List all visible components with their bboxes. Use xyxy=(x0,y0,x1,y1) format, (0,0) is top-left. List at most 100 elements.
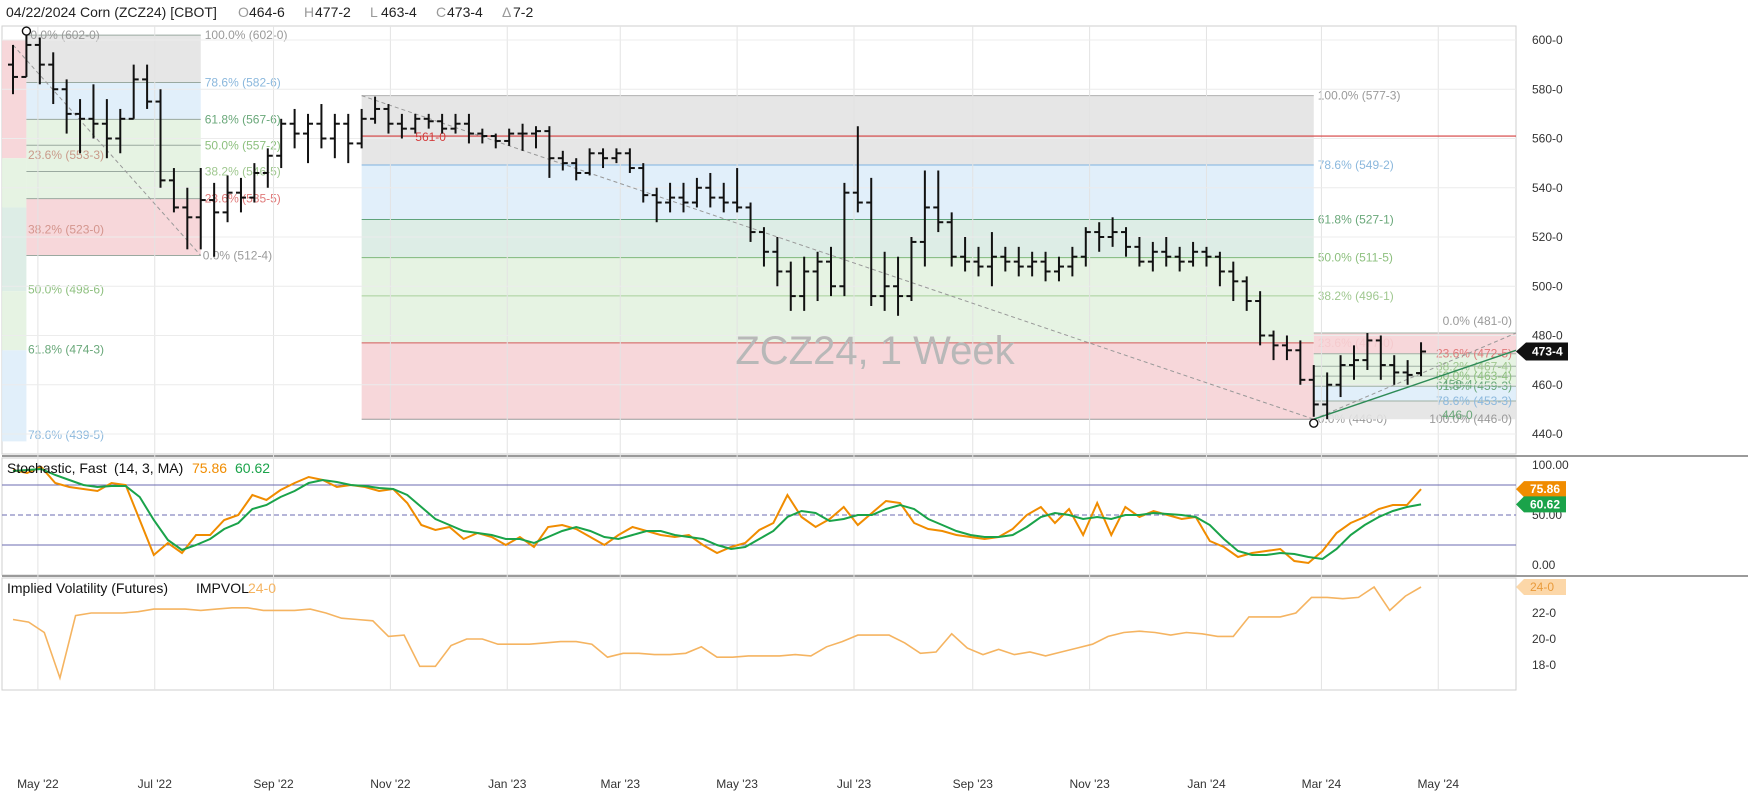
iv-axis-label: 22-0 xyxy=(1532,606,1556,620)
fib-label: 61.8% (474-3) xyxy=(28,342,104,356)
fib-label: 38.2% (467-4) xyxy=(1436,359,1512,373)
header-ohlc-label: O xyxy=(238,4,249,20)
fib-label: 0.0% (481-0) xyxy=(1443,314,1512,328)
header-ohlc-label: C xyxy=(436,4,446,20)
price-axis-label: 560-0 xyxy=(1532,132,1563,146)
x-axis-label: Jul '23 xyxy=(837,777,872,791)
fib-zone xyxy=(2,350,27,442)
price-axis-label: 460-0 xyxy=(1532,378,1563,392)
fib-zone xyxy=(361,257,1314,343)
fib-zone xyxy=(361,219,1314,258)
price-axis-label: 500-0 xyxy=(1532,279,1563,293)
header-ohlc-value: 473-4 xyxy=(447,4,483,20)
chart-watermark: ZCZ24, 1 Week xyxy=(735,329,1015,373)
fib-label: 50.0% (463-4) xyxy=(1436,369,1512,383)
fib-label: 78.6% (439-5) xyxy=(28,428,104,442)
x-axis-label: Nov '22 xyxy=(370,777,411,791)
last-price-label: 473-4 xyxy=(1532,345,1563,359)
x-axis-label: Jan '24 xyxy=(1187,777,1226,791)
fib-label: 38.2% (496-1) xyxy=(1318,289,1394,303)
last-price-tag xyxy=(1516,342,1568,361)
iv-panel-frame xyxy=(1,577,1517,691)
header-ohlc-label: H xyxy=(304,4,314,20)
price-axis-label: 520-0 xyxy=(1532,230,1563,244)
price-axis-label: 440-0 xyxy=(1532,427,1563,441)
fib-trendline xyxy=(1313,332,1517,420)
x-axis-label: Sep '23 xyxy=(953,777,994,791)
header-ohlc-value: 7-2 xyxy=(513,4,533,20)
fib-zone xyxy=(1313,333,1516,354)
fib-zone xyxy=(26,198,201,256)
fib-zone xyxy=(361,95,1314,165)
impvol-line xyxy=(12,585,1422,681)
iv-study-label: IMPVOL xyxy=(196,580,249,596)
price-axis-label: 540-0 xyxy=(1532,181,1563,195)
impvol-tag-label: 24-0 xyxy=(1530,580,1554,594)
fib-label: 50.0% (511-5) xyxy=(1318,251,1393,265)
fib-zone xyxy=(1313,386,1516,402)
fib-zone xyxy=(361,164,1314,220)
stoch-d-tag xyxy=(1516,496,1566,513)
header-ohlc-value: 463-4 xyxy=(381,4,417,20)
x-axis-label: Sep '22 xyxy=(253,777,294,791)
stoch-title: Stochastic, Fast xyxy=(7,460,107,476)
header-ohlc-label: L xyxy=(370,4,378,20)
stoch-axis-label: 0.00 xyxy=(1532,558,1556,572)
trendline xyxy=(1313,349,1517,420)
resistance-label: 561-0 xyxy=(415,130,446,144)
fib-label: 61.8% (527-1) xyxy=(1318,213,1394,227)
price-axis-label: 580-0 xyxy=(1532,82,1563,96)
fib-label: 100.0% (446-0) xyxy=(1429,412,1512,426)
iv-axis-label: 20-0 xyxy=(1532,632,1556,646)
x-axis-label: Jan '23 xyxy=(488,777,527,791)
fib-zone xyxy=(1313,401,1516,420)
fib-label: 23.6% (553-3) xyxy=(28,148,104,162)
stoch-axis-label: 100.00 xyxy=(1532,458,1569,472)
pivot-marker xyxy=(1309,418,1319,428)
x-axis-label: Mar '23 xyxy=(600,777,640,791)
header-ohlc-value: 477-2 xyxy=(315,4,351,20)
impvol-tag xyxy=(1516,579,1566,595)
x-axis-label: Mar '24 xyxy=(1302,777,1342,791)
stoch-k-readout: 75.86 xyxy=(192,460,227,476)
fib-label: 446-0 xyxy=(1442,408,1473,422)
fib-label: 78.6% (453-3) xyxy=(1436,394,1512,408)
stoch-d-line xyxy=(12,467,1422,561)
fib-label: 61.8% (567-6) xyxy=(205,112,281,126)
header-ohlc-label: Δ xyxy=(502,4,511,20)
fib-zone xyxy=(361,342,1314,420)
iv-axis-label: 18-0 xyxy=(1532,658,1556,672)
x-axis-label: May '23 xyxy=(716,777,758,791)
x-axis-label: May '22 xyxy=(17,777,59,791)
fib-label: 78.6% (582-6) xyxy=(205,75,281,89)
fib-zone xyxy=(1313,353,1516,367)
fib-label: 100.0% (577-3) xyxy=(1318,89,1401,103)
fib-label: 61.8% (459-3) xyxy=(1436,379,1512,393)
fib-zone xyxy=(26,35,201,83)
iv-title: Implied Volatility (Futures) xyxy=(7,580,168,596)
iv-readout: 24-0 xyxy=(248,580,276,596)
fib-label: 50.0% (498-6) xyxy=(28,282,104,296)
fib-zone xyxy=(2,40,27,159)
stoch-d-readout: 60.62 xyxy=(235,460,270,476)
fib-zone xyxy=(26,171,201,199)
stoch-k-tag-label: 75.86 xyxy=(1530,482,1560,496)
stoch-k-tag xyxy=(1516,481,1566,498)
chart-header-symbol: 04/22/2024 Corn (ZCZ24) [CBOT] xyxy=(6,4,217,20)
fib-label: 38.2% (523-0) xyxy=(28,223,104,237)
fib-label: 23.6% (472-5) xyxy=(1436,347,1512,361)
fib-label: 100.0% (602-0) xyxy=(205,28,288,42)
header-ohlc-value: 464-6 xyxy=(249,4,285,20)
x-axis-label: Nov '23 xyxy=(1069,777,1110,791)
fib-zone xyxy=(2,207,27,292)
x-axis-label: Jul '22 xyxy=(138,777,173,791)
stoch-params: (14, 3, MA) xyxy=(114,460,183,476)
stoch-k-line xyxy=(12,465,1422,565)
fib-label: 78.6% (549-2) xyxy=(1318,158,1394,172)
fib-zone xyxy=(2,158,27,208)
fib-label: 0.0% (602-0) xyxy=(30,28,99,42)
fib-label: 0.0% (512-4) xyxy=(203,248,272,262)
fib-zone xyxy=(2,291,27,351)
